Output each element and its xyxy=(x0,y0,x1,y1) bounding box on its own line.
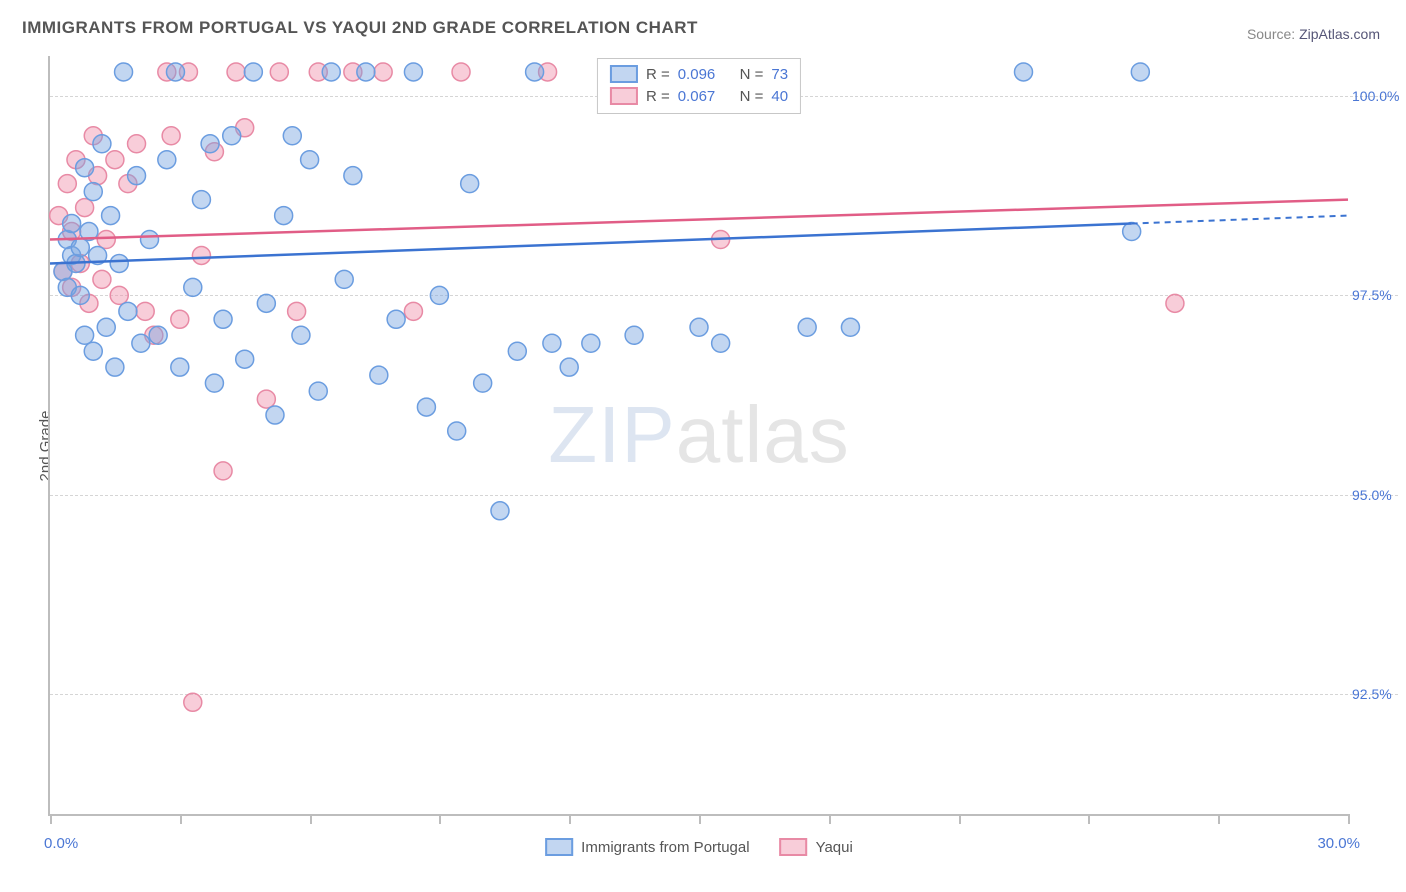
legend-swatch xyxy=(610,87,638,105)
y-tick-label: 100.0% xyxy=(1352,88,1402,104)
legend-swatch xyxy=(545,838,573,856)
legend-n-label: N = xyxy=(740,88,764,105)
legend-series-item: Immigrants from Portugal xyxy=(545,838,749,856)
legend-swatch xyxy=(610,65,638,83)
legend-n-value: 73 xyxy=(771,66,788,83)
y-tick-label: 92.5% xyxy=(1352,686,1402,702)
scatter-chart: ZIPatlas R = 0.096 N = 73 R = 0.067 N = … xyxy=(48,56,1348,816)
legend-r-label: R = xyxy=(646,88,670,105)
x-tick xyxy=(959,814,961,824)
source-attribution: Source: ZipAtlas.com xyxy=(1247,26,1380,42)
x-tick xyxy=(180,814,182,824)
legend-swatch xyxy=(780,838,808,856)
legend-stats: R = 0.096 N = 73 R = 0.067 N = 40 xyxy=(597,58,801,114)
legend-r-value: 0.096 xyxy=(678,66,716,83)
x-tick xyxy=(50,814,52,824)
x-min-label: 0.0% xyxy=(44,835,78,852)
legend-series: Immigrants from Portugal Yaqui xyxy=(545,838,853,856)
x-tick xyxy=(1088,814,1090,824)
x-max-label: 30.0% xyxy=(1317,835,1360,852)
x-tick xyxy=(1218,814,1220,824)
legend-series-name: Yaqui xyxy=(816,839,853,856)
source-label: Source: xyxy=(1247,26,1295,42)
chart-title: IMMIGRANTS FROM PORTUGAL VS YAQUI 2ND GR… xyxy=(22,18,698,38)
x-tick xyxy=(310,814,312,824)
legend-r-label: R = xyxy=(646,66,670,83)
legend-stats-row: R = 0.067 N = 40 xyxy=(610,85,788,107)
legend-series-item: Yaqui xyxy=(780,838,853,856)
x-tick xyxy=(1348,814,1350,824)
legend-n-value: 40 xyxy=(771,88,788,105)
legend-stats-row: R = 0.096 N = 73 xyxy=(610,63,788,85)
y-tick-label: 97.5% xyxy=(1352,287,1402,303)
legend-series-name: Immigrants from Portugal xyxy=(581,839,749,856)
x-tick xyxy=(569,814,571,824)
legend-n-label: N = xyxy=(740,66,764,83)
y-tick-label: 95.0% xyxy=(1352,487,1402,503)
source-value: ZipAtlas.com xyxy=(1299,26,1380,42)
x-tick xyxy=(439,814,441,824)
x-tick xyxy=(829,814,831,824)
plot-svg xyxy=(50,56,1348,814)
x-tick xyxy=(699,814,701,824)
legend-r-value: 0.067 xyxy=(678,88,716,105)
